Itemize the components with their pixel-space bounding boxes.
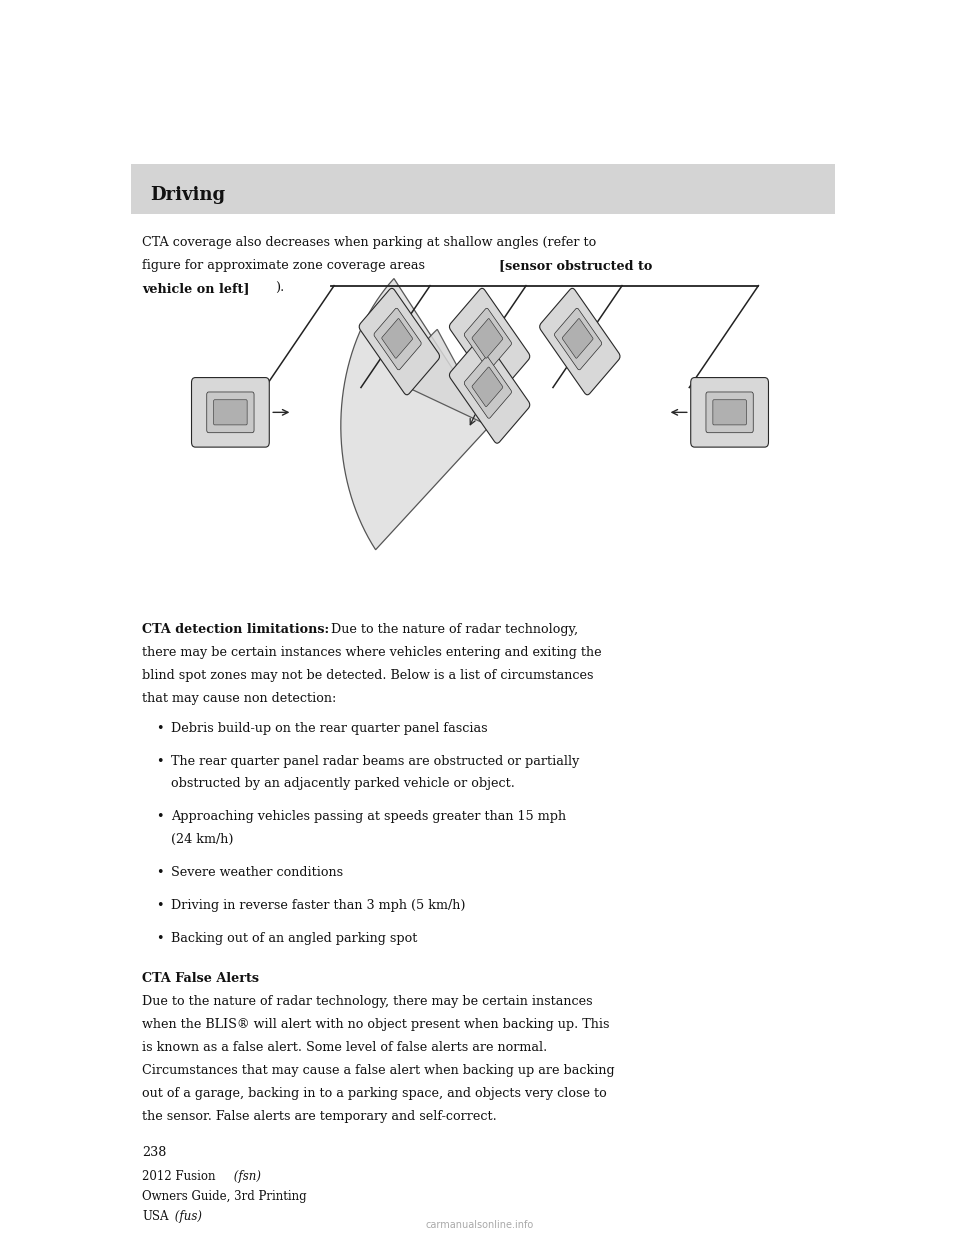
FancyBboxPatch shape: [472, 366, 503, 406]
Text: (24 km/h): (24 km/h): [171, 833, 233, 846]
Text: ).: ).: [275, 282, 284, 294]
Text: obstructed by an adjacently parked vehicle or object.: obstructed by an adjacently parked vehic…: [171, 777, 515, 790]
Text: Owners Guide, 3rd Printing: Owners Guide, 3rd Printing: [142, 1190, 306, 1202]
Text: •: •: [156, 899, 164, 912]
Text: Backing out of an angled parking spot: Backing out of an angled parking spot: [171, 932, 418, 945]
FancyBboxPatch shape: [206, 392, 254, 432]
Text: when the BLIS® will alert with no object present when backing up. This: when the BLIS® will alert with no object…: [142, 1018, 610, 1031]
FancyBboxPatch shape: [382, 318, 413, 358]
FancyBboxPatch shape: [449, 337, 530, 443]
FancyBboxPatch shape: [472, 318, 503, 358]
FancyBboxPatch shape: [449, 288, 530, 395]
FancyBboxPatch shape: [131, 164, 835, 214]
Text: USA: USA: [142, 1210, 169, 1222]
Text: CTA False Alerts: CTA False Alerts: [142, 972, 259, 985]
FancyBboxPatch shape: [713, 400, 746, 425]
Text: CTA coverage also decreases when parking at shallow angles (refer to: CTA coverage also decreases when parking…: [142, 236, 596, 248]
Text: Severe weather conditions: Severe weather conditions: [171, 867, 343, 879]
FancyBboxPatch shape: [374, 308, 421, 370]
Text: (fus): (fus): [171, 1210, 202, 1222]
Polygon shape: [341, 278, 490, 550]
Text: Debris build-up on the rear quarter panel fascias: Debris build-up on the rear quarter pane…: [171, 722, 488, 734]
FancyBboxPatch shape: [465, 356, 512, 419]
Text: is known as a false alert. Some level of false alerts are normal.: is known as a false alert. Some level of…: [142, 1041, 547, 1054]
Text: The rear quarter panel radar beams are obstructed or partially: The rear quarter panel radar beams are o…: [171, 755, 579, 768]
Text: CTA detection limitations:: CTA detection limitations:: [142, 623, 329, 636]
Text: Due to the nature of radar technology, there may be certain instances: Due to the nature of radar technology, t…: [142, 996, 592, 1009]
Text: •: •: [156, 722, 164, 734]
Text: Circumstances that may cause a false alert when backing up are backing: Circumstances that may cause a false ale…: [142, 1064, 614, 1077]
Text: •: •: [156, 755, 164, 768]
FancyBboxPatch shape: [706, 392, 754, 432]
Text: (fsn): (fsn): [230, 1170, 261, 1182]
Text: blind spot zones may not be detected. Below is a list of circumstances: blind spot zones may not be detected. Be…: [142, 669, 593, 682]
Text: the sensor. False alerts are temporary and self-correct.: the sensor. False alerts are temporary a…: [142, 1110, 497, 1123]
Text: •: •: [156, 932, 164, 945]
FancyBboxPatch shape: [563, 318, 593, 358]
Polygon shape: [404, 329, 490, 426]
Text: that may cause non detection:: that may cause non detection:: [142, 693, 336, 705]
FancyBboxPatch shape: [540, 288, 620, 395]
Text: Due to the nature of radar technology,: Due to the nature of radar technology,: [327, 623, 579, 636]
Text: •: •: [156, 811, 164, 823]
Text: [sensor obstructed to: [sensor obstructed to: [499, 258, 653, 272]
Text: there may be certain instances where vehicles entering and exiting the: there may be certain instances where veh…: [142, 646, 602, 660]
Text: 238: 238: [142, 1145, 166, 1159]
Text: carmanualsonline.info: carmanualsonline.info: [426, 1220, 534, 1230]
Text: vehicle on left]: vehicle on left]: [142, 282, 250, 294]
Text: out of a garage, backing in to a parking space, and objects very close to: out of a garage, backing in to a parking…: [142, 1088, 607, 1100]
FancyBboxPatch shape: [191, 378, 269, 447]
FancyBboxPatch shape: [214, 400, 247, 425]
Text: 2012 Fusion: 2012 Fusion: [142, 1170, 216, 1182]
Text: •: •: [156, 867, 164, 879]
FancyBboxPatch shape: [555, 308, 602, 370]
FancyBboxPatch shape: [691, 378, 768, 447]
FancyBboxPatch shape: [465, 308, 512, 370]
FancyBboxPatch shape: [359, 288, 440, 395]
Text: Approaching vehicles passing at speeds greater than 15 mph: Approaching vehicles passing at speeds g…: [171, 811, 566, 823]
Text: figure for approximate zone coverage areas: figure for approximate zone coverage are…: [142, 258, 429, 272]
Text: Driving in reverse faster than 3 mph (5 km/h): Driving in reverse faster than 3 mph (5 …: [171, 899, 466, 912]
Text: Driving: Driving: [150, 186, 225, 204]
